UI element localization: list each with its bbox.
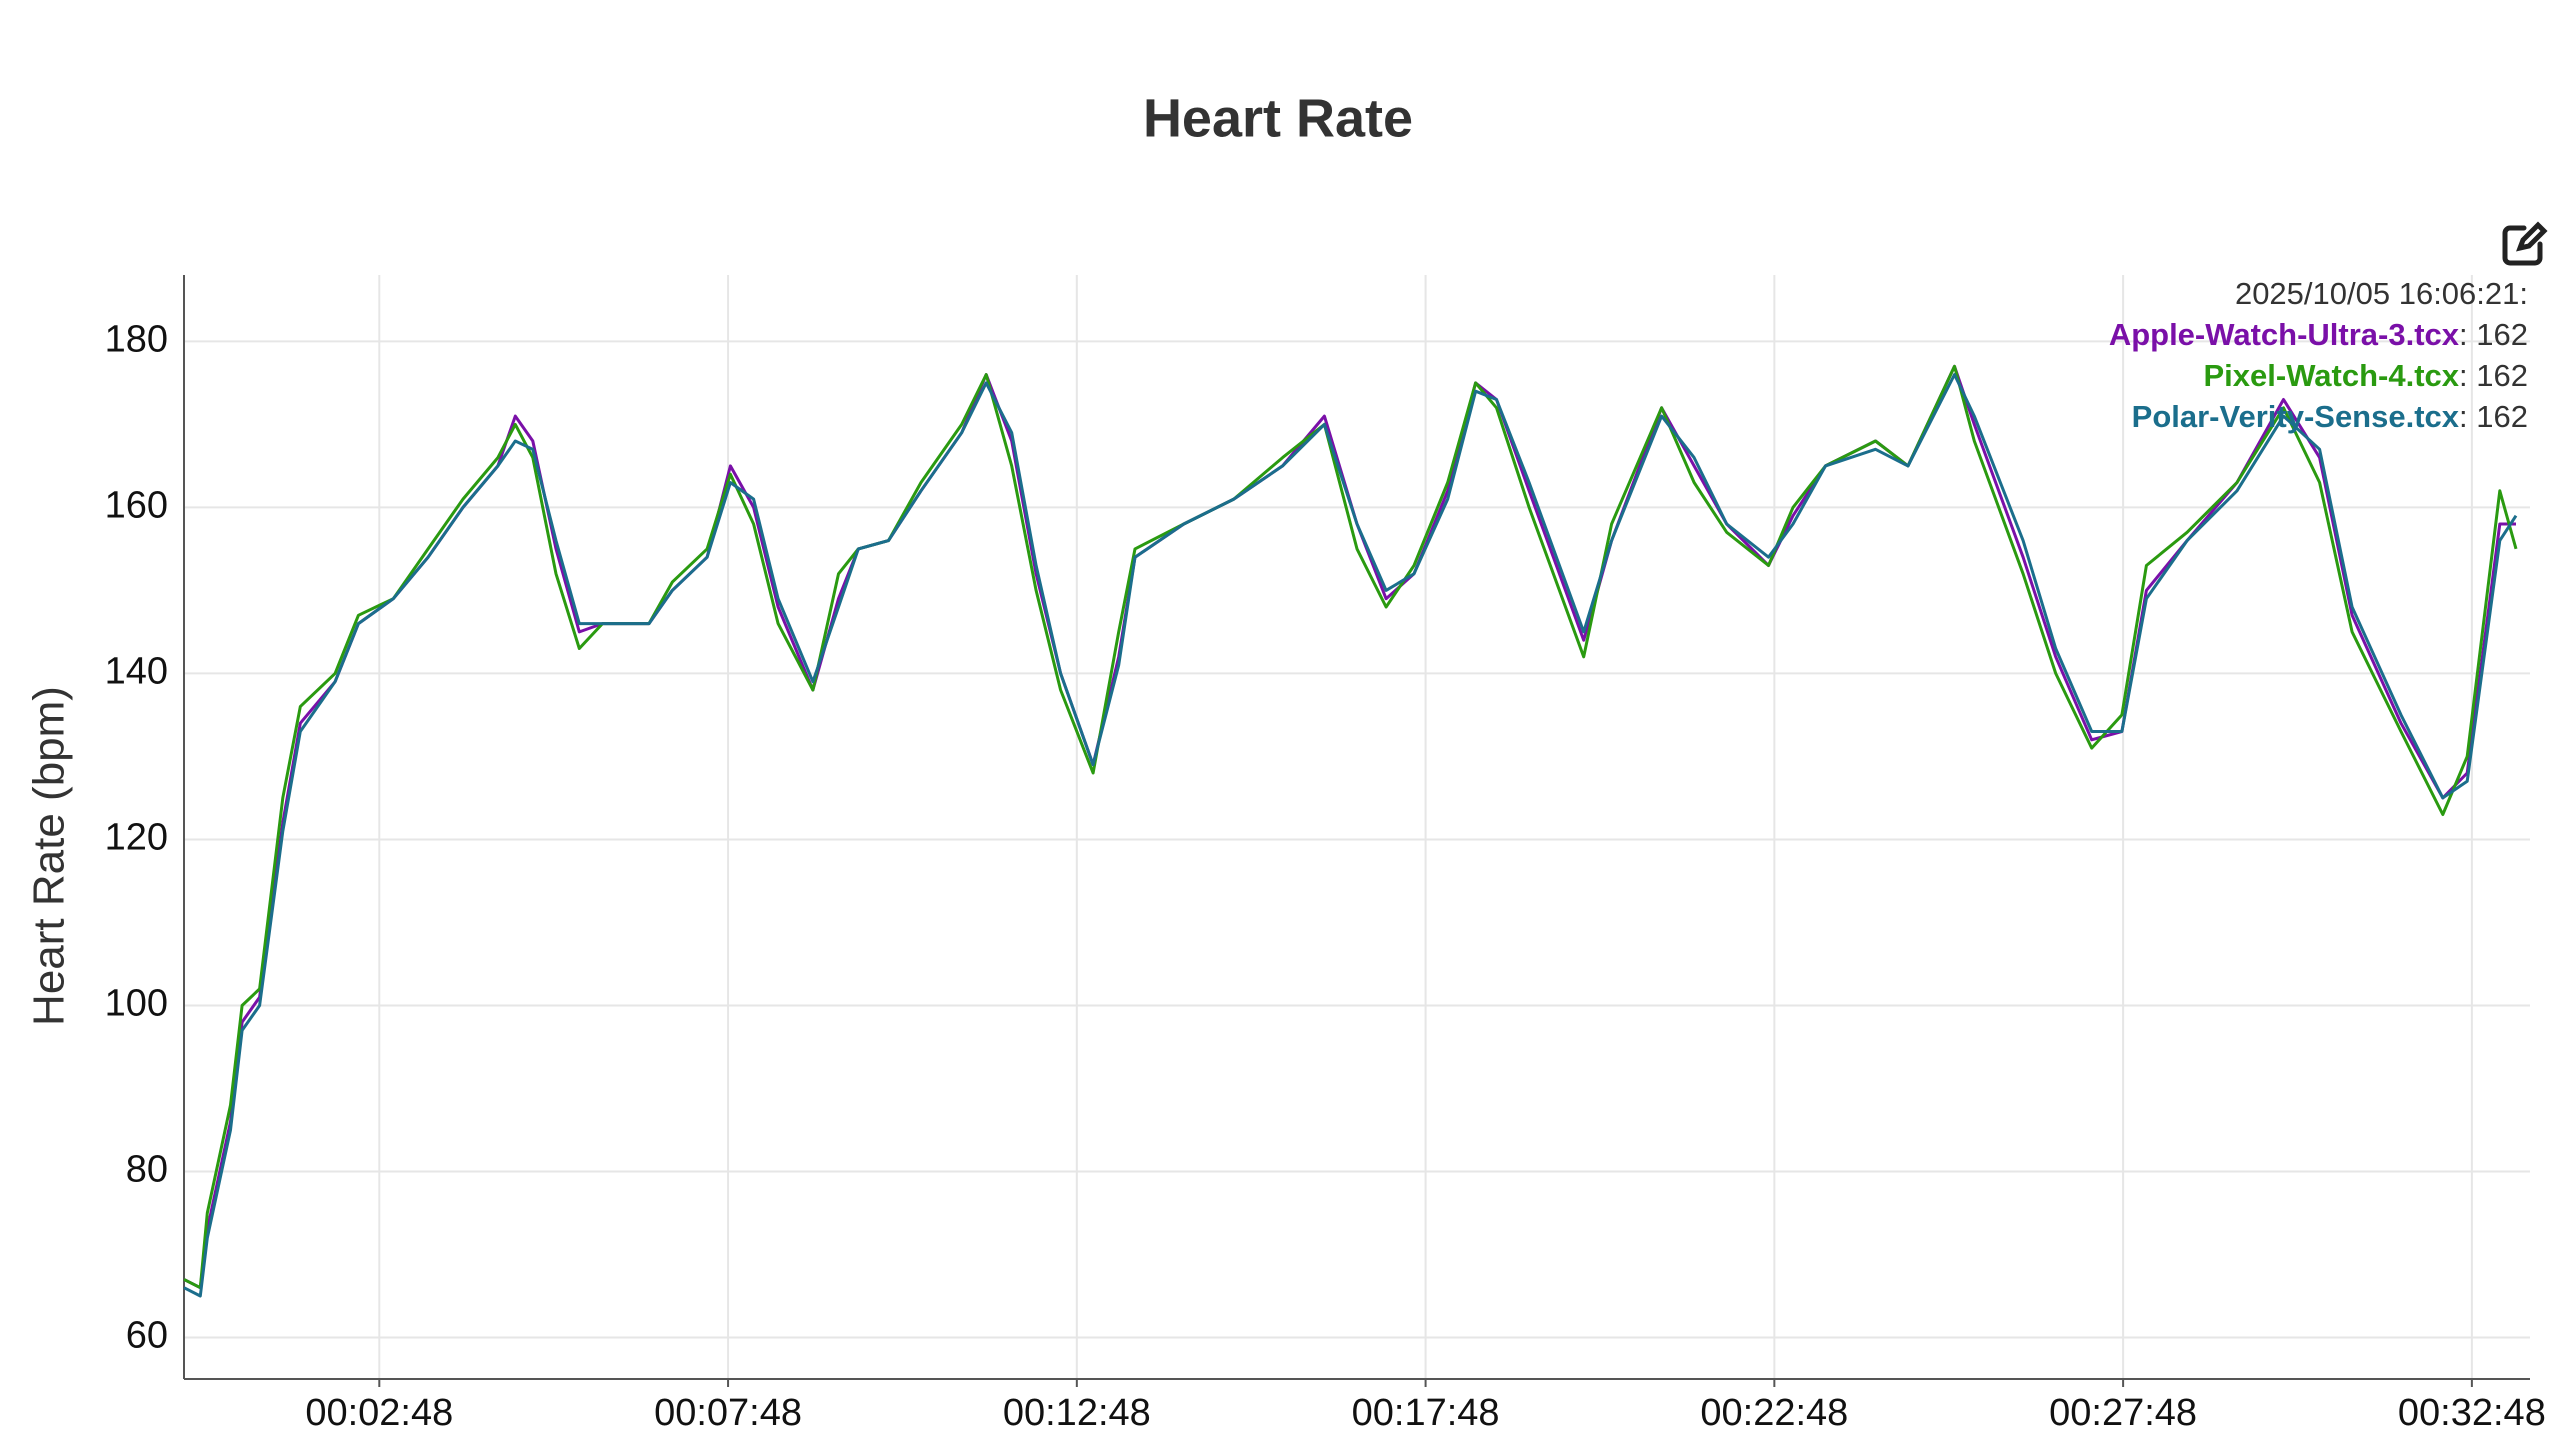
x-tick-label: 00:12:48: [1003, 1392, 1151, 1434]
tooltip-entry: Polar-Verity-Sense.tcx: 162: [2132, 399, 2528, 434]
tooltip-separator: :: [2459, 317, 2476, 352]
y-tick-label: 120: [105, 816, 168, 858]
tooltip-time: 2025/10/05 16:06:21:: [2235, 276, 2528, 311]
x-tick-label: 00:07:48: [654, 1392, 802, 1434]
x-tick-label: 00:27:48: [2049, 1392, 2197, 1434]
y-tick-label: 60: [126, 1315, 168, 1357]
x-tick-label: 00:02:48: [305, 1392, 453, 1434]
y-tick-label: 180: [105, 318, 168, 360]
tooltip-entry: Pixel-Watch-4.tcx: 162: [2203, 358, 2528, 393]
tooltip-value: 162: [2476, 399, 2528, 434]
tooltip-value: 162: [2476, 317, 2528, 352]
tooltip-separator: :: [2459, 399, 2476, 434]
y-tick-label: 80: [126, 1149, 168, 1191]
tooltip-entry: Apple-Watch-Ultra-3.tcx: 162: [2109, 317, 2528, 352]
tooltip-separator: :: [2459, 358, 2476, 393]
series-line: [183, 364, 2518, 1290]
y-tick-label: 160: [105, 484, 168, 526]
y-tick-label: 100: [105, 982, 168, 1024]
legend-name: Pixel-Watch-4.tcx: [2203, 358, 2459, 393]
legend-name: Apple-Watch-Ultra-3.tcx: [2109, 317, 2460, 352]
x-tick-label: 00:17:48: [1352, 1392, 1500, 1434]
y-axis-label: Heart Rate (bpm): [25, 686, 74, 1026]
chart-title: Heart Rate: [1143, 88, 1413, 148]
legend-name: Polar-Verity-Sense.tcx: [2132, 399, 2460, 434]
series-line: [183, 373, 2518, 1298]
x-tick-label: 00:22:48: [1700, 1392, 1848, 1434]
y-tick-label: 140: [105, 650, 168, 692]
edit-button[interactable]: [2502, 221, 2548, 266]
tooltip-value: 162: [2476, 358, 2528, 393]
x-tick-label: 00:32:48: [2398, 1392, 2546, 1434]
